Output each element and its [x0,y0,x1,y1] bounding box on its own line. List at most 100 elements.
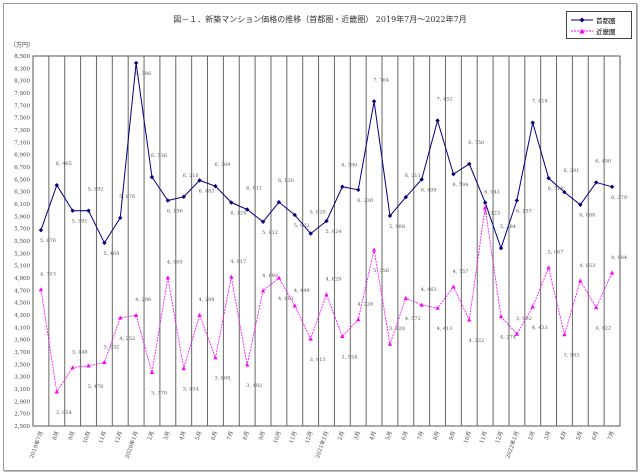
data-point-tokyo [229,200,234,205]
data-label: 5, 908 [389,224,405,230]
data-label: 5, 824 [326,229,342,235]
data-label: 5, 676 [40,238,56,244]
data-label: 3, 913 [310,357,326,363]
data-label: 6, 088 [579,213,595,219]
data-label: 6, 130 [278,178,294,184]
chart-frame [3,3,637,471]
data-point-kansai [498,314,504,319]
data-point-tokyo [324,218,329,224]
data-label: 5, 812 [262,230,278,236]
data-label: 6, 389 [214,162,230,168]
data-label: 3, 983 [564,353,580,359]
data-point-tokyo [308,231,313,236]
x-tick-label: 6月 [400,430,410,441]
data-label: 7, 418 [532,99,548,105]
x-tick-label: 7月 [416,430,426,441]
x-tick-label: 2019年7月 [28,430,45,460]
y-axis-unit: （万円） [10,42,35,49]
data-point-kansai [546,265,551,270]
data-label: 5, 067 [548,250,564,256]
data-label: 6, 330 [357,198,373,204]
x-tick-label: 2月 [146,430,156,441]
data-point-tokyo [340,184,345,189]
y-tick-label: 6,700 [14,165,30,171]
data-point-kansai [181,366,186,371]
data-label: 4, 413 [437,326,453,332]
x-tick-label: 2月 [527,430,537,441]
data-label: 3, 492 [246,383,262,389]
legend: 首都圏 近畿圏 [566,11,632,39]
data-point-tokyo [467,161,472,167]
x-tick-label: 11月 [288,430,299,444]
data-label: 4, 274 [500,335,516,341]
data-label: 4, 905 [167,260,183,266]
data-point-tokyo [213,183,218,189]
plot-area [32,55,621,427]
data-point-tokyo [86,208,91,213]
data-point-kansai [260,288,266,293]
data-point-tokyo [38,227,44,233]
y-tick-label: 4,100 [14,325,30,331]
y-tick-label: 5,700 [14,227,30,233]
data-point-tokyo [371,99,377,104]
x-tick-label: 6月 [210,430,220,441]
y-tick-label: 4,700 [14,288,30,294]
x-tick-label: 10月 [272,430,283,444]
data-label: 6, 011 [246,185,262,191]
y-tick-label: 3,300 [14,375,30,381]
x-tick-label: 12月 [113,430,124,444]
data-point-kansai [594,305,599,310]
data-label: 6, 380 [341,163,357,169]
x-tick-label: 5月 [384,430,394,441]
data-point-tokyo [594,180,599,185]
legend-item-kansai: 近畿圏 [571,25,616,36]
y-tick-label: 2,900 [14,399,30,405]
y-tick-label: 3,900 [14,338,30,344]
data-label: 5, 620 [310,210,326,216]
data-point-tokyo [435,118,440,123]
data-point-kansai [276,275,282,280]
data-label: 4, 226 [357,302,373,308]
data-label: 5, 992 [88,187,104,193]
data-point-tokyo [482,200,488,205]
data-point-kansai [467,317,472,322]
data-point-kansai [578,278,583,283]
data-label: 6, 450 [595,158,611,164]
x-tick-label: 8月 [432,430,442,441]
data-label: 6, 499 [421,187,437,193]
chart-title: 図－１．新築マンション価格の推移（首都圏・近畿圏） 2019年7月～2022年7… [173,15,467,24]
data-label: 6, 216 [183,173,199,179]
data-label: 5, 922 [294,223,310,229]
data-label: 3, 954 [341,354,357,360]
data-label: 3, 608 [214,376,230,382]
data-point-tokyo [530,120,535,125]
y-tick-label: 7,500 [14,116,30,122]
y-tick-label: 5,500 [14,239,30,245]
data-point-kansai [292,303,297,308]
y-tick-label: 2,500 [14,424,30,430]
data-point-tokyo [419,177,424,182]
data-label: 6, 156 [167,209,183,215]
data-point-tokyo [102,240,107,246]
data-point-tokyo [149,174,155,180]
x-tick-label: 11月 [478,430,489,444]
y-tick-label: 7,300 [14,128,30,134]
data-label: 3, 054 [56,410,72,416]
data-point-tokyo [133,60,139,66]
data-point-tokyo [387,213,393,219]
data-point-kansai [387,341,393,346]
data-point-tokyo [403,194,409,200]
data-point-kansai [530,304,535,309]
y-tick-label: 4,500 [14,301,30,307]
data-point-tokyo [70,208,75,213]
data-point-kansai [451,284,456,289]
y-tick-label: 3,700 [14,350,30,356]
y-tick-label: 8,300 [14,66,30,72]
data-point-tokyo [609,184,615,189]
x-tick-label: 7月 [226,430,236,441]
data-label: 6, 483 [199,188,215,194]
data-label: 6, 124 [230,211,246,217]
data-point-kansai [514,331,520,336]
data-label: 4, 693 [262,273,278,279]
data-label: 6, 519 [548,186,564,192]
